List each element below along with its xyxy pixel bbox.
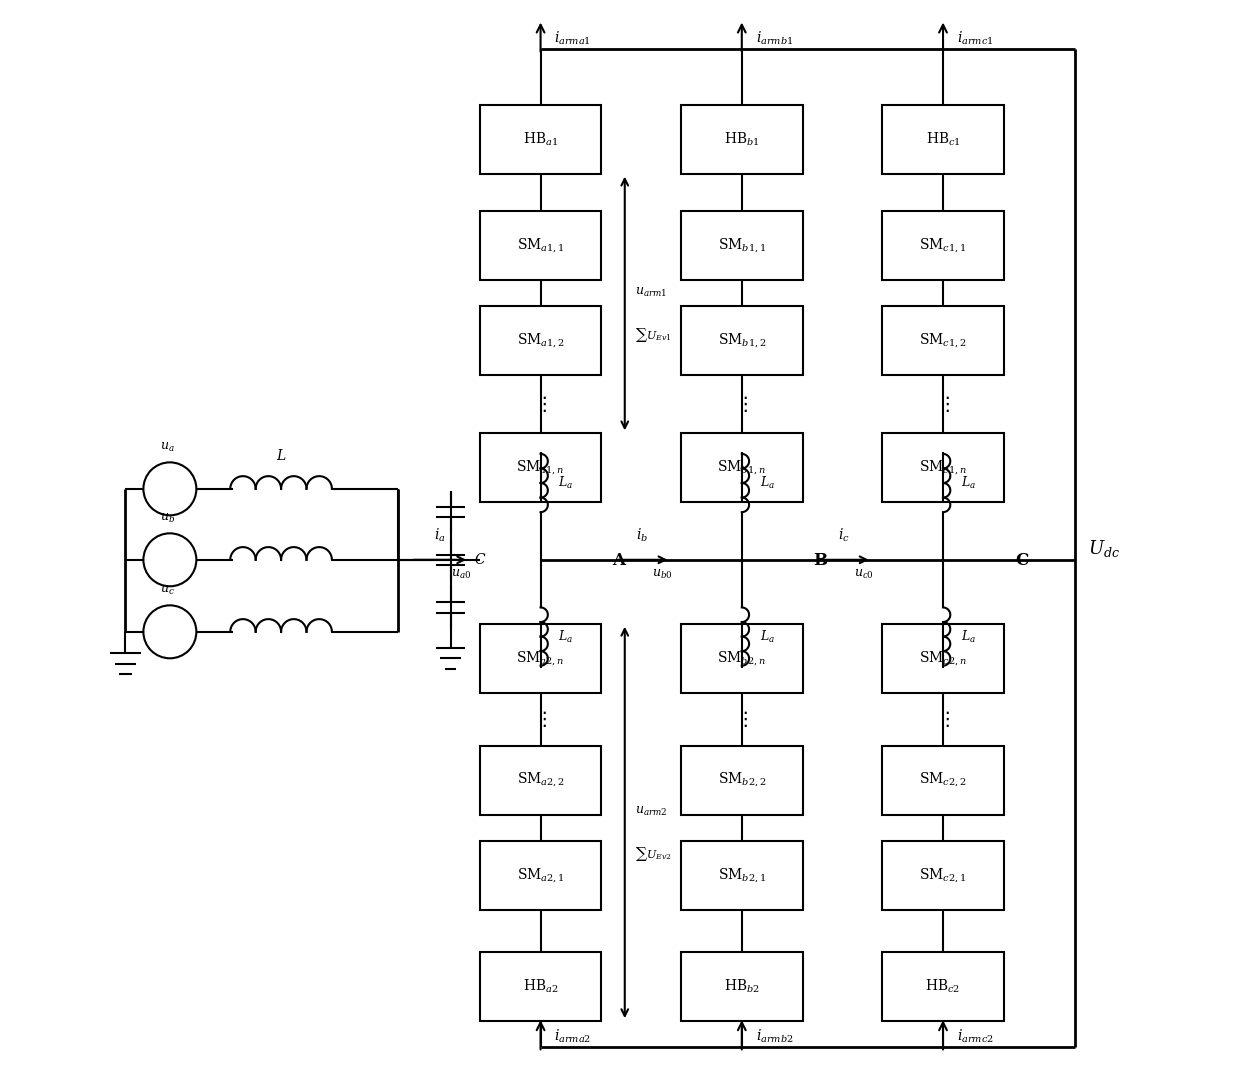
FancyBboxPatch shape [480, 306, 601, 374]
Text: $\mathrm{SM}_{c1,1}$: $\mathrm{SM}_{c1,1}$ [919, 236, 967, 254]
FancyBboxPatch shape [480, 210, 601, 280]
FancyBboxPatch shape [681, 746, 802, 814]
Text: $i_{armb2}$: $i_{armb2}$ [755, 1028, 794, 1045]
FancyBboxPatch shape [882, 210, 1004, 280]
Text: $\mathrm{SM}_{b2,n}$: $\mathrm{SM}_{b2,n}$ [718, 649, 766, 667]
Text: $\mathrm{SM}_{c2,2}$: $\mathrm{SM}_{c2,2}$ [919, 770, 967, 790]
Text: $i_{armc2}$: $i_{armc2}$ [957, 1028, 993, 1045]
FancyBboxPatch shape [681, 623, 802, 693]
Text: $\vdots$: $\vdots$ [936, 709, 950, 730]
Text: $u_a$: $u_a$ [160, 441, 175, 454]
Text: $u_{arm2}$: $u_{arm2}$ [635, 806, 668, 819]
Text: $i_{arma2}$: $i_{arma2}$ [554, 1028, 591, 1045]
Text: $\mathrm{SM}_{a2,1}$: $\mathrm{SM}_{a2,1}$ [517, 866, 564, 885]
Text: $L_a$: $L_a$ [961, 475, 976, 491]
FancyBboxPatch shape [480, 952, 601, 1021]
Text: $U_{dc}$: $U_{dc}$ [1089, 538, 1120, 559]
Text: $\mathrm{HB}_{c2}$: $\mathrm{HB}_{c2}$ [925, 978, 961, 996]
FancyBboxPatch shape [882, 952, 1004, 1021]
Text: $\vdots$: $\vdots$ [936, 394, 950, 414]
Text: $L$: $L$ [275, 449, 286, 464]
FancyBboxPatch shape [681, 952, 802, 1021]
Text: $\mathbf{C}$: $\mathbf{C}$ [1014, 550, 1029, 569]
Text: $\vdots$: $\vdots$ [534, 394, 547, 414]
Text: $i_{armc1}$: $i_{armc1}$ [957, 30, 993, 47]
Text: $\mathrm{SM}_{a1,1}$: $\mathrm{SM}_{a1,1}$ [517, 236, 564, 254]
Text: $u_{a0}$: $u_{a0}$ [451, 569, 471, 582]
FancyBboxPatch shape [480, 433, 601, 502]
Text: $\mathrm{HB}_{a2}$: $\mathrm{HB}_{a2}$ [523, 978, 558, 996]
Text: $L_a$: $L_a$ [760, 475, 775, 491]
Text: $\mathrm{HB}_{b1}$: $\mathrm{HB}_{b1}$ [724, 131, 760, 148]
Text: $\mathbf{B}$: $\mathbf{B}$ [813, 550, 828, 569]
Text: $i_a$: $i_a$ [434, 527, 445, 544]
Text: $\mathrm{SM}_{c2,1}$: $\mathrm{SM}_{c2,1}$ [919, 866, 967, 885]
FancyBboxPatch shape [480, 841, 601, 910]
Text: $\mathrm{SM}_{a1,2}$: $\mathrm{SM}_{a1,2}$ [517, 332, 564, 350]
FancyBboxPatch shape [681, 306, 802, 374]
Text: $\mathrm{SM}_{b1,n}$: $\mathrm{SM}_{b1,n}$ [718, 458, 766, 477]
Text: $\mathrm{HB}_{a1}$: $\mathrm{HB}_{a1}$ [523, 131, 558, 148]
Text: $\mathrm{SM}_{c1,n}$: $\mathrm{SM}_{c1,n}$ [919, 458, 967, 477]
FancyBboxPatch shape [681, 433, 802, 502]
Text: $u_b$: $u_b$ [160, 512, 175, 525]
Text: $\mathrm{SM}_{c2,n}$: $\mathrm{SM}_{c2,n}$ [919, 649, 967, 667]
Text: $L_a$: $L_a$ [961, 629, 976, 645]
Text: $\vdots$: $\vdots$ [735, 709, 748, 730]
FancyBboxPatch shape [882, 841, 1004, 910]
Text: $L_a$: $L_a$ [558, 475, 574, 491]
FancyBboxPatch shape [480, 623, 601, 693]
Text: $\mathbf{A}$: $\mathbf{A}$ [613, 550, 627, 569]
Text: $\mathrm{SM}_{a2,n}$: $\mathrm{SM}_{a2,n}$ [516, 649, 564, 667]
Text: $\mathrm{SM}_{b2,1}$: $\mathrm{SM}_{b2,1}$ [718, 866, 766, 885]
FancyBboxPatch shape [681, 105, 802, 174]
Text: $i_b$: $i_b$ [636, 527, 649, 544]
Text: $\mathrm{HB}_{c1}$: $\mathrm{HB}_{c1}$ [925, 131, 961, 148]
Text: $\vdots$: $\vdots$ [534, 709, 547, 730]
FancyBboxPatch shape [882, 433, 1004, 502]
Text: $\mathrm{SM}_{b2,2}$: $\mathrm{SM}_{b2,2}$ [718, 770, 766, 790]
Text: $u_{arm1}$: $u_{arm1}$ [635, 286, 667, 299]
Text: $u_{b0}$: $u_{b0}$ [652, 569, 672, 582]
Text: $C$: $C$ [474, 553, 486, 568]
Text: $i_{armb1}$: $i_{armb1}$ [755, 30, 792, 47]
Text: $i_{arma1}$: $i_{arma1}$ [554, 30, 591, 47]
FancyBboxPatch shape [882, 746, 1004, 814]
FancyBboxPatch shape [480, 105, 601, 174]
Text: $\mathrm{SM}_{a2,2}$: $\mathrm{SM}_{a2,2}$ [517, 770, 564, 790]
Text: $\mathrm{SM}_{a1,n}$: $\mathrm{SM}_{a1,n}$ [516, 458, 564, 477]
FancyBboxPatch shape [480, 746, 601, 814]
Text: $\mathrm{SM}_{b1,1}$: $\mathrm{SM}_{b1,1}$ [718, 236, 766, 254]
Text: $u_c$: $u_c$ [160, 584, 175, 597]
Text: $\mathrm{SM}_{b1,2}$: $\mathrm{SM}_{b1,2}$ [718, 332, 766, 350]
Text: $\sum U_{Ev2}$: $\sum U_{Ev2}$ [635, 846, 672, 864]
FancyBboxPatch shape [681, 841, 802, 910]
Text: $\vdots$: $\vdots$ [735, 394, 748, 414]
Text: $L_a$: $L_a$ [760, 629, 775, 645]
FancyBboxPatch shape [882, 105, 1004, 174]
FancyBboxPatch shape [681, 210, 802, 280]
Text: $\mathrm{HB}_{b2}$: $\mathrm{HB}_{b2}$ [724, 978, 760, 996]
Text: $\mathrm{SM}_{c1,2}$: $\mathrm{SM}_{c1,2}$ [919, 332, 967, 350]
FancyBboxPatch shape [882, 623, 1004, 693]
Text: $u_{c0}$: $u_{c0}$ [853, 569, 874, 582]
FancyBboxPatch shape [882, 306, 1004, 374]
Text: $L_a$: $L_a$ [558, 629, 574, 645]
Text: $i_c$: $i_c$ [837, 527, 849, 544]
Text: $\sum U_{Ev1}$: $\sum U_{Ev1}$ [635, 326, 672, 344]
